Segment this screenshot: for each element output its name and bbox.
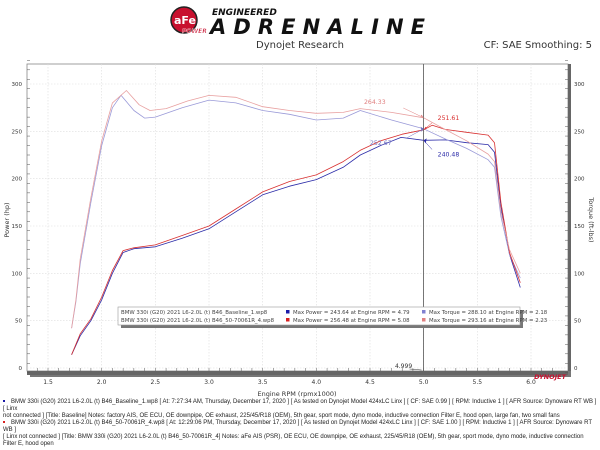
y-tick-label-left: 50	[15, 319, 22, 325]
dyno-chart: 1.5 2.0 2.5 3.0 3.5 4.0 4.5 5.0 5.5 6.0 0 0 50 50 100…	[3, 60, 595, 398]
legend-run-2: BMW 330i (G20) 2021 L6-2.0L (t) B46_50-7…	[121, 318, 275, 324]
run-1-marker	[3, 400, 5, 403]
legend-power-1: Max Power = 243.64 at Engine RPM = 4.79	[293, 310, 410, 316]
chart-subtitle: Dynojet Research	[256, 40, 344, 51]
annotation-leader	[406, 128, 424, 139]
y-tick-label-right: 300	[574, 82, 585, 88]
legend-power-2: Max Power = 256.48 at Engine RPM = 5.08	[293, 318, 410, 324]
svg-text:ADRENALINE: ADRENALINE	[208, 15, 426, 36]
x-axis: 1.5 2.0 2.5 3.0 3.5 4.0 4.5 5.0 5.5 6.0	[27, 368, 568, 386]
y-tick-label-left: 250	[12, 129, 23, 135]
run-note-2-text: BMW 330i (G20) 2021 L6-2.0L (t) B46_50-7…	[3, 420, 592, 433]
y-tick-label-left: 0	[19, 366, 23, 372]
series-line-torque-baseline	[71, 94, 521, 329]
legend-torque-2: Max Torque = 293.16 at Engine RPM = 2.23	[429, 318, 547, 324]
x-tick-label: 3.5	[258, 379, 268, 386]
svg-text:ENGINEERED: ENGINEERED	[212, 8, 277, 18]
x-axis-bar	[27, 371, 568, 375]
x-tick-label: 4.5	[365, 379, 375, 386]
run-note-1-cont: not connected ] [Title: Baseline] Notes:…	[3, 413, 560, 419]
legend-swatch-torque-2	[422, 318, 426, 322]
series-line-power-afe	[71, 124, 521, 355]
series-line-power-baseline	[71, 137, 521, 355]
run-note-2-cont: [ Linx not connected ] [Title: BMW 330i …	[3, 434, 584, 447]
series-group	[71, 90, 521, 355]
y-axis-label-left: Power (hp)	[3, 202, 11, 237]
svg-text:aFe: aFe	[174, 14, 196, 27]
y-tick-label-left: 300	[12, 82, 23, 88]
run-notes: BMW 330i (G20) 2021 L6-2.0L (t) B46_Base…	[3, 399, 598, 448]
y-tick-label-right: 250	[574, 129, 585, 135]
run-note-1-text: BMW 330i (G20) 2021 L6-2.0L (t) B46_Base…	[3, 399, 597, 412]
x-tick-label: 5.0	[419, 379, 429, 386]
annotation-label: 251.61	[438, 115, 460, 122]
svg-text:POWER: POWER	[182, 28, 207, 35]
x-tick-label: 1.5	[43, 379, 53, 386]
correction-factor: CF: SAE Smoothing: 5	[483, 40, 592, 51]
run-note-1: BMW 330i (G20) 2021 L6-2.0L (t) B46_Base…	[3, 399, 598, 413]
annotation-arrow	[423, 138, 427, 144]
legend-torque-1: Max Torque = 288.10 at Engine RPM = 2.18	[429, 310, 548, 316]
y-tick-label-left: 200	[12, 177, 23, 183]
annotation-label: 252.67	[370, 140, 392, 147]
y-tick-label-right: 100	[574, 271, 585, 277]
y-axis-label-right: Torque (ft-lbs)	[587, 196, 595, 242]
run-note-2: BMW 330i (G20) 2021 L6-2.0L (t) B46_50-7…	[3, 420, 598, 434]
annotation-arrow	[420, 114, 424, 118]
x-tick-label: 2.0	[97, 379, 107, 386]
annotation-label: 264.33	[364, 99, 386, 106]
cursor-label: 4.999	[395, 363, 412, 370]
legend-swatch-torque-1	[422, 310, 426, 314]
cursor-pointer	[409, 368, 422, 371]
y-tick-label-right: 150	[574, 224, 585, 230]
annotation-arrow	[420, 126, 424, 132]
legend-swatch-power-2	[286, 318, 290, 322]
y-tick-label-right: 200	[574, 177, 585, 183]
series-line-torque-afe	[71, 90, 521, 329]
x-tick-label: 4.0	[312, 379, 322, 386]
right-axis-bar	[568, 64, 571, 371]
run-2-marker	[3, 421, 5, 424]
annotation-label: 240.48	[438, 151, 460, 158]
legend-swatch-power-1	[286, 310, 290, 314]
legend: BMW 330i (G20) 2021 L6-2.0L (t) B46_Base…	[117, 306, 548, 328]
x-axis-label: Engine RPM (rpmx1000)	[257, 390, 336, 398]
annotations: 264.33 251.61 252.67 240.48	[364, 99, 460, 371]
x-tick-label: 3.0	[204, 379, 214, 386]
y-tick-label-right: 50	[574, 319, 581, 325]
legend-run-1: BMW 330i (G20) 2021 L6-2.0L (t) B46_Base…	[121, 310, 268, 316]
y-tick-label-right: 0	[574, 366, 578, 372]
x-tick-label: 5.5	[473, 379, 483, 386]
y-axes: 0 0 50 50 100 100 150 150 200 200 250 250 300 300	[12, 60, 585, 373]
annotation-leader	[403, 107, 424, 118]
y-tick-label-left: 100	[12, 271, 23, 277]
x-tick-label: 2.5	[151, 379, 161, 386]
y-tick-label-left: 150	[12, 224, 23, 230]
x-tick-label: 6.0	[526, 379, 536, 386]
annotation-arrow	[423, 126, 427, 130]
afe-logo: aFe POWER ENGINEERED ADRENALINE	[170, 6, 426, 36]
dynojet-watermark: DYNOJET	[534, 373, 566, 381]
